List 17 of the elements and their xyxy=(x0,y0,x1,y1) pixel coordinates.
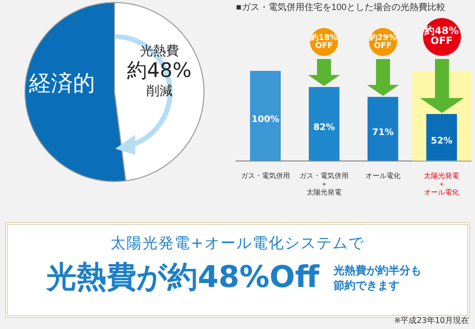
text: 約48% xyxy=(127,58,192,82)
text: 光熱費 xyxy=(140,44,179,60)
text: 太陽光発電+オール電化システムで xyxy=(110,234,366,253)
round-badge: 約48% OFF xyxy=(422,18,461,56)
data-label: 71% xyxy=(372,128,394,138)
round-badge: 約18% OFF xyxy=(310,28,338,56)
data-label: 52% xyxy=(430,136,452,147)
text: 光熱費が約48%Off xyxy=(46,259,320,297)
round-badge: 約29% OFF xyxy=(368,28,397,56)
bar xyxy=(250,70,281,161)
chart-title: ■ガス・電気併用住宅を100とした場合の光熱費比較 xyxy=(236,2,446,12)
data-label: 100% xyxy=(251,115,280,126)
text: 光熱費が約半分も節約できます xyxy=(333,262,422,292)
data-label: 82% xyxy=(313,123,335,134)
slice-label: 経済的 xyxy=(28,72,95,97)
text: 削減 xyxy=(146,84,172,100)
text: ※平成23年10月現在 xyxy=(394,315,469,326)
